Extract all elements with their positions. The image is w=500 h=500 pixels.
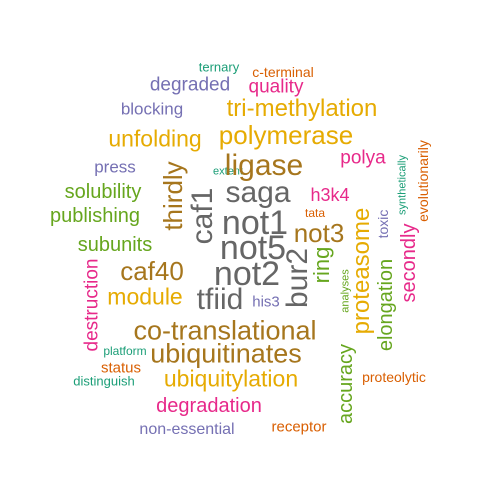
word-degradation: degradation xyxy=(156,395,262,417)
word-publishing: publishing xyxy=(49,205,141,227)
word-proteolytic: proteolytic xyxy=(362,369,426,385)
word-tata: tata xyxy=(304,206,326,220)
word-elongation: elongation xyxy=(375,258,397,352)
word-ligase: ligase xyxy=(224,149,304,182)
word-ubiquitinates: ubiquitinates xyxy=(150,338,302,369)
word-toxic: toxic xyxy=(375,209,391,239)
word-blocking: blocking xyxy=(120,99,184,119)
word-non-essential: non-essential xyxy=(139,421,235,438)
word-c-terminal: c-terminal xyxy=(252,64,314,80)
word-subunits: subunits xyxy=(77,234,153,256)
word-receptor: receptor xyxy=(271,418,327,436)
word-his3: his3 xyxy=(252,293,280,311)
word-status: status xyxy=(100,359,142,377)
word-caf40: caf40 xyxy=(120,256,184,286)
word-saga: saga xyxy=(225,176,291,209)
word-solubility: solubility xyxy=(64,181,142,203)
word-quality: quality xyxy=(248,76,304,98)
word-ring: ring xyxy=(309,246,334,284)
word-destruction: destruction xyxy=(81,258,103,352)
word-polya: polya xyxy=(340,147,386,169)
word-ubiquitylation: ubiquitylation xyxy=(163,365,299,392)
word-module: module xyxy=(107,283,183,310)
word-proteasome: proteasome xyxy=(348,207,375,335)
word-synthetically: synthetically xyxy=(396,155,409,215)
word-h3k4: h3k4 xyxy=(310,185,350,205)
word-thirdly: thirdly xyxy=(158,161,188,231)
word-evolutionarily: evolutionarily xyxy=(415,140,431,222)
word-not5: not5 xyxy=(219,229,287,267)
word-degraded: degraded xyxy=(149,74,231,96)
word-caf1: caf1 xyxy=(186,187,219,245)
word-unfolding: unfolding xyxy=(108,125,202,152)
word-press: press xyxy=(94,157,136,177)
word-secondly: secondly xyxy=(398,223,420,303)
word-distinguish: distinguish xyxy=(73,373,135,389)
word-bur2: bur2 xyxy=(281,247,314,309)
word-accuracy: accuracy xyxy=(335,343,357,425)
word-tfiid: tfiid xyxy=(196,283,244,316)
word-analyses: analyses xyxy=(339,269,352,313)
word-not2: not2 xyxy=(213,255,281,293)
word-not1: not1 xyxy=(221,204,289,242)
word-platform: platform xyxy=(103,344,147,358)
word-co-translational: co-translational xyxy=(133,315,317,346)
word-ternary: ternary xyxy=(198,59,240,75)
word-polymerase: polymerase xyxy=(218,120,354,150)
word-tri-methylation: tri-methylation xyxy=(226,95,378,122)
word-not3: not3 xyxy=(293,218,345,248)
word-extent: extent xyxy=(213,165,243,178)
